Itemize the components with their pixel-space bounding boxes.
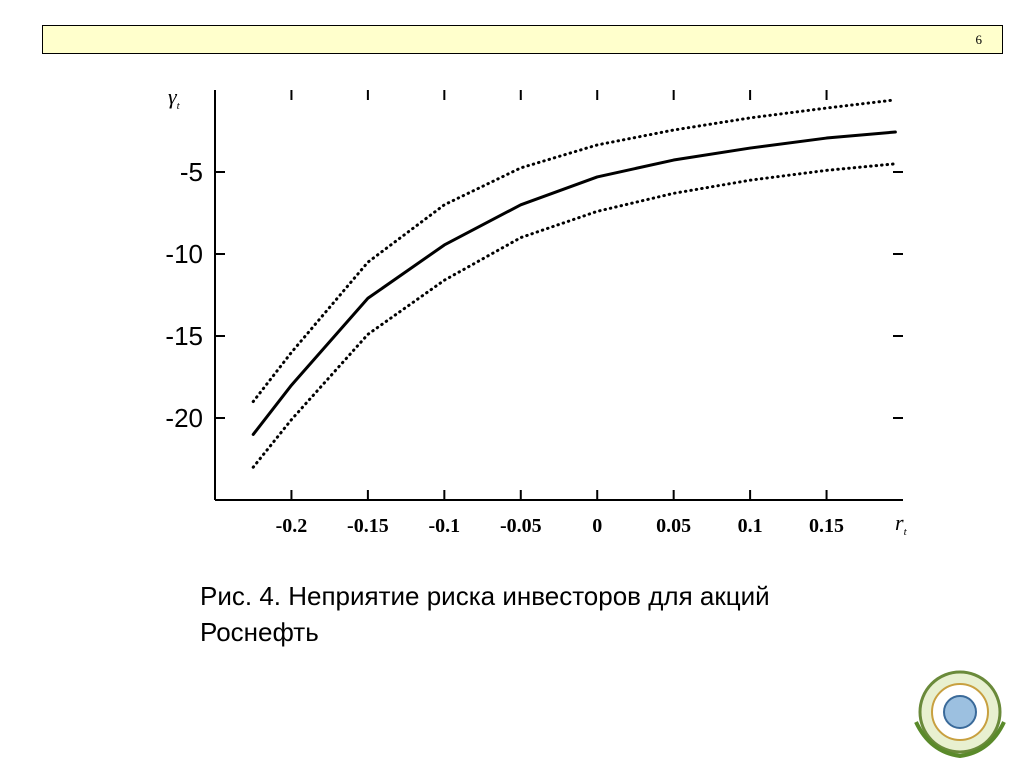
x-tick-label: -0.1	[428, 515, 460, 537]
x-tick-label: 0.15	[809, 515, 844, 537]
x-tick-label: -0.15	[347, 515, 389, 537]
header-bar: 6	[42, 25, 1003, 54]
x-axis-label: rt	[895, 510, 908, 538]
caption: Рис. 4. Неприятие риска инвесторов для а…	[200, 578, 770, 650]
y-axis-label: γt	[168, 84, 181, 112]
x-tick-label: 0.1	[738, 515, 763, 537]
data-line	[251, 98, 897, 404]
x-axis-label-main: r	[895, 510, 904, 535]
y-tick-label: -20	[165, 403, 203, 433]
y-axis-label-main: γ	[168, 84, 178, 109]
x-tick-label: 0	[592, 515, 602, 537]
y-tick-label: -15	[165, 321, 203, 351]
y-tick-label: -10	[165, 239, 203, 269]
x-axis-label-sub: t	[904, 526, 908, 538]
x-tick-label: 0.05	[656, 515, 691, 537]
data-line	[251, 130, 897, 436]
caption-line: Роснефть	[200, 617, 319, 647]
university-logo	[914, 670, 1006, 759]
y-axis-label-sub: t	[177, 100, 181, 112]
y-tick-label: -5	[180, 157, 203, 187]
page-number: 6	[975, 32, 983, 47]
x-tick-label: -0.2	[276, 515, 308, 537]
caption-line: Рис. 4. Неприятие риска инвесторов для а…	[200, 581, 770, 611]
data-line	[251, 162, 897, 469]
x-tick-label: -0.05	[500, 515, 542, 537]
